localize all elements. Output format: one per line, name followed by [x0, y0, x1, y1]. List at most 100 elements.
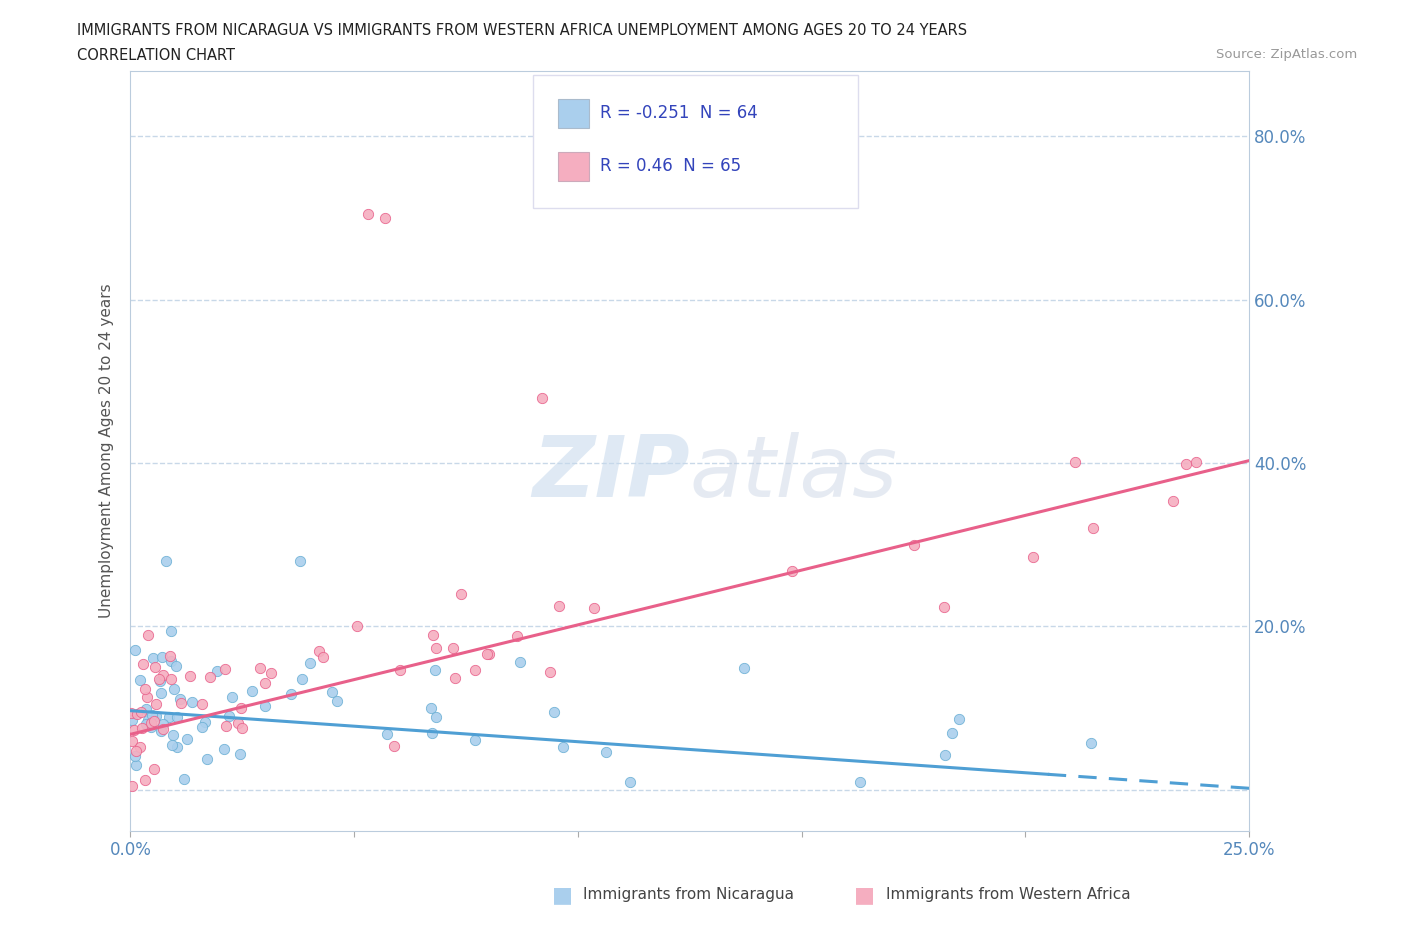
Point: [135, 716, 157, 731]
Point: [166, 739, 188, 754]
Point: [450, 587, 472, 602]
Bar: [558, 153, 589, 181]
Text: CORRELATION CHART: CORRELATION CHART: [77, 48, 235, 63]
Point: [356, 206, 378, 221]
Point: [299, 656, 322, 671]
Text: R = 0.46  N = 65: R = 0.46 N = 65: [600, 157, 741, 175]
Point: [150, 724, 173, 738]
Point: [595, 744, 617, 759]
Point: [120, 706, 142, 721]
Point: [148, 674, 170, 689]
Text: ■: ■: [855, 884, 875, 905]
Point: [141, 708, 163, 723]
Point: [191, 720, 214, 735]
Point: [159, 648, 181, 663]
Text: Immigrants from Nicaragua: Immigrants from Nicaragua: [583, 887, 794, 902]
Point: [121, 734, 143, 749]
Point: [538, 664, 561, 679]
Point: [422, 627, 444, 642]
Point: [131, 721, 153, 736]
Point: [228, 716, 250, 731]
Text: IMMIGRANTS FROM NICARAGUA VS IMMIGRANTS FROM WESTERN AFRICA UNEMPLOYMENT AMONG A: IMMIGRANTS FROM NICARAGUA VS IMMIGRANTS …: [77, 23, 967, 38]
Point: [280, 686, 302, 701]
Point: [531, 391, 554, 405]
Point: [145, 697, 167, 711]
Point: [198, 670, 221, 684]
Point: [165, 658, 187, 673]
Point: [1161, 493, 1184, 508]
Point: [135, 701, 157, 716]
Point: [148, 671, 170, 686]
Point: [205, 664, 228, 679]
Point: [506, 629, 529, 644]
Point: [782, 564, 804, 578]
Point: [139, 716, 162, 731]
Point: [848, 774, 870, 789]
Point: [425, 641, 447, 656]
Point: [195, 751, 218, 766]
Point: [141, 720, 163, 735]
Point: [149, 685, 172, 700]
Point: [129, 672, 152, 687]
Point: [134, 681, 156, 696]
Point: [934, 600, 956, 615]
FancyBboxPatch shape: [533, 74, 858, 207]
Point: [543, 705, 565, 720]
Text: atlas: atlas: [690, 432, 898, 515]
Point: [128, 739, 150, 754]
Point: [145, 709, 167, 724]
Point: [249, 660, 271, 675]
Point: [121, 712, 143, 727]
Point: [170, 696, 193, 711]
Point: [321, 684, 343, 699]
Text: R = -0.251  N = 64: R = -0.251 N = 64: [600, 103, 758, 122]
Point: [425, 710, 447, 724]
Point: [143, 660, 166, 675]
Point: [124, 749, 146, 764]
Point: [312, 649, 335, 664]
Point: [374, 210, 396, 225]
Point: [475, 646, 498, 661]
Point: [934, 748, 956, 763]
Point: [218, 709, 240, 724]
Point: [228, 747, 250, 762]
Point: [159, 653, 181, 668]
Point: [173, 772, 195, 787]
Point: [464, 662, 486, 677]
Point: [1080, 736, 1102, 751]
Point: [191, 697, 214, 711]
Point: [163, 682, 186, 697]
Point: [553, 740, 575, 755]
Point: [478, 647, 501, 662]
Point: [215, 718, 238, 733]
Point: [229, 700, 252, 715]
Point: [179, 669, 201, 684]
Point: [152, 721, 174, 736]
Point: [193, 714, 215, 729]
Point: [127, 707, 149, 722]
Point: [547, 599, 569, 614]
Text: ZIP: ZIP: [533, 432, 690, 515]
Point: [464, 733, 486, 748]
Point: [143, 761, 166, 776]
Point: [619, 775, 641, 790]
Point: [136, 689, 159, 704]
Point: [155, 553, 177, 568]
Text: ■: ■: [553, 884, 572, 905]
Point: [1081, 521, 1104, 536]
Point: [254, 676, 277, 691]
Point: [1063, 455, 1085, 470]
Text: Source: ZipAtlas.com: Source: ZipAtlas.com: [1216, 48, 1357, 61]
Point: [150, 650, 173, 665]
Point: [142, 713, 165, 728]
Point: [134, 772, 156, 787]
Point: [903, 537, 925, 551]
Point: [124, 758, 146, 773]
Point: [121, 778, 143, 793]
Point: [214, 661, 236, 676]
Point: [1174, 457, 1197, 472]
Point: [181, 695, 204, 710]
Point: [212, 742, 235, 757]
Point: [388, 663, 411, 678]
Point: [152, 717, 174, 732]
